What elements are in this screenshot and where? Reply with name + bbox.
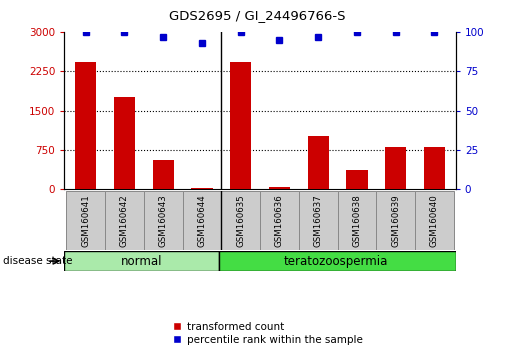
Bar — [66, 191, 105, 250]
Text: GSM160638: GSM160638 — [352, 194, 362, 247]
Bar — [376, 191, 415, 250]
Bar — [105, 191, 144, 250]
Bar — [191, 188, 213, 189]
Bar — [230, 62, 251, 189]
Bar — [183, 191, 221, 250]
Bar — [415, 191, 454, 250]
Bar — [144, 191, 183, 250]
Bar — [337, 191, 376, 250]
Legend: transformed count, percentile rank within the sample: transformed count, percentile rank withi… — [169, 317, 367, 349]
Bar — [424, 147, 445, 189]
Bar — [385, 147, 406, 189]
Text: GSM160642: GSM160642 — [120, 194, 129, 247]
Text: GSM160641: GSM160641 — [81, 194, 90, 247]
Text: GSM160637: GSM160637 — [314, 194, 323, 247]
Text: GSM160635: GSM160635 — [236, 194, 245, 247]
Bar — [152, 160, 174, 189]
Bar — [221, 191, 260, 250]
Bar — [75, 62, 96, 189]
Text: disease state: disease state — [3, 256, 72, 266]
Text: GSM160639: GSM160639 — [391, 194, 400, 247]
Bar — [260, 191, 299, 250]
Text: GSM160640: GSM160640 — [430, 194, 439, 247]
Text: GSM160644: GSM160644 — [197, 194, 207, 247]
Text: normal: normal — [121, 255, 163, 268]
Bar — [307, 136, 329, 189]
Text: GSM160636: GSM160636 — [275, 194, 284, 247]
Bar — [299, 191, 337, 250]
Bar — [269, 187, 290, 189]
Text: GDS2695 / GI_24496766-S: GDS2695 / GI_24496766-S — [169, 9, 346, 22]
Text: GSM160643: GSM160643 — [159, 194, 168, 247]
Bar — [114, 97, 135, 189]
Bar — [64, 251, 219, 271]
Bar — [219, 251, 456, 271]
Text: teratozoospermia: teratozoospermia — [283, 255, 388, 268]
Bar — [346, 170, 368, 189]
